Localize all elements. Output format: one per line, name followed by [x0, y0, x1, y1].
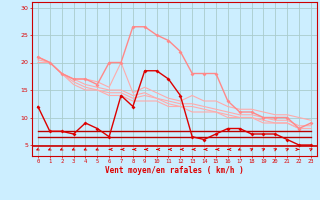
- X-axis label: Vent moyen/en rafales ( km/h ): Vent moyen/en rafales ( km/h ): [105, 166, 244, 175]
